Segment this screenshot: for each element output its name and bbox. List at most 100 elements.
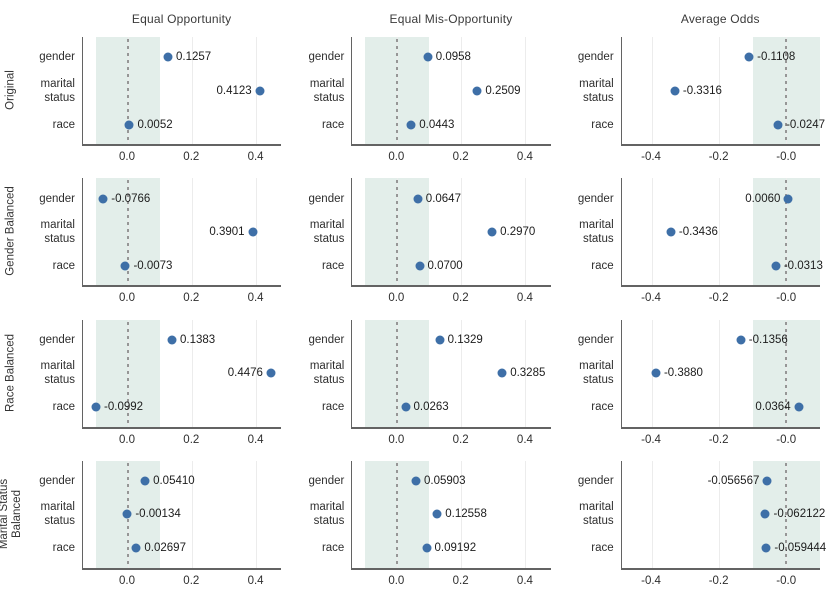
row-title-area: Original [0, 37, 22, 178]
value-label: -0.056567 [707, 475, 760, 488]
x-tick-label: -0.2 [708, 292, 729, 305]
data-point [771, 261, 781, 271]
value-label: 0.1383 [180, 333, 216, 346]
y-tick-label-line: status [313, 374, 345, 386]
facet-row-1: Gender Balanced gender marital status race -0… [0, 178, 830, 319]
x-axis-labels: 0.0 0.2 0.4 [82, 144, 281, 166]
value-label: 0.05410 [153, 475, 195, 488]
data-point [163, 52, 173, 62]
zero-reference-line [126, 321, 129, 425]
x-tick-label: -0.2 [708, 433, 729, 446]
y-tick-label-marital-status: marital status [310, 359, 345, 387]
y-tick-label-race: race [53, 541, 75, 555]
value-label: 0.02697 [144, 542, 186, 555]
value-label: 0.0443 [419, 118, 455, 131]
value-label: 0.3901 [209, 225, 245, 238]
y-tick-label-marital-status: marital status [40, 359, 75, 387]
x-tick-label: 0.2 [183, 151, 200, 163]
y-tick-label-gender: gender [578, 192, 614, 206]
plot-wrap: 0.05903 0.12558 0.09192 0.0 0.2 0.4 [351, 460, 551, 602]
value-label: -0.3436 [678, 225, 718, 238]
gridline [461, 178, 463, 286]
y-tick-label-line: marital [309, 77, 345, 90]
zero-reference-line [126, 180, 129, 284]
y-tick-label-line: race [52, 118, 75, 131]
row-title: Race Balanced [5, 334, 18, 412]
value-label: 0.0263 [413, 401, 449, 414]
y-tick-label-line: marital [579, 501, 614, 514]
value-label: -0.3880 [663, 367, 703, 379]
subplot-1-2: gender marital status race 0.0060 -0.3436 -0.0… [561, 178, 830, 319]
zero-reference-line [785, 39, 788, 142]
y-tick-label-line: race [591, 259, 614, 272]
y-tick-label-line: race [321, 542, 345, 555]
y-tick-label-marital-status: marital status [579, 500, 614, 528]
data-point [762, 476, 772, 486]
data-point [411, 476, 421, 486]
y-tick-label-race: race [322, 259, 344, 273]
plot-wrap: 0.0647 0.2970 0.0700 0.0 0.2 0.4 [351, 178, 551, 319]
data-point [666, 227, 676, 237]
row-title-line: Race Balanced [4, 333, 17, 412]
facet-row-0: Original gender marital status race 0.1257 0.4… [0, 37, 830, 178]
value-label: 0.2970 [500, 225, 536, 238]
y-tick-label-line: status [313, 232, 345, 245]
gridline [191, 178, 193, 286]
data-point [266, 368, 276, 378]
y-axis-labels: gender marital status race [22, 461, 82, 602]
y-tick-label-race: race [53, 118, 75, 132]
y-axis-labels: gender marital status race [291, 461, 351, 602]
data-point [760, 509, 770, 519]
value-label: 0.1257 [175, 51, 212, 64]
y-tick-label-line: marital [40, 501, 75, 514]
gridline [191, 37, 193, 144]
x-tick-label: -0.2 [708, 574, 729, 587]
col-title-equal-mis-opportunity: Equal Mis-Opportunity [389, 11, 513, 26]
value-label: 0.3285 [510, 367, 546, 379]
y-tick-label-marital-status: marital status [40, 77, 75, 105]
y-tick-label-line: race [591, 118, 614, 131]
zero-reference-line [785, 321, 788, 425]
gridline [461, 37, 463, 144]
value-label: -0.062122 [773, 508, 826, 521]
subplot-1-0: gender marital status race -0.0766 0.3901 -0.0… [22, 178, 291, 319]
y-tick-label-race: race [53, 400, 75, 414]
y-tick-label-line: marital [40, 360, 75, 372]
subplot-3-1: gender marital status race 0.05903 0.12558 0.0… [291, 460, 560, 602]
row-title-line: Marital Status [0, 478, 10, 549]
plot-area: -0.1356 -0.3880 0.0364 [620, 319, 820, 429]
subplot-2-1: gender marital status race 0.1329 0.3285 0.026… [291, 319, 560, 461]
plot-area: 0.1383 0.4476 -0.0992 [82, 319, 282, 429]
y-tick-label-marital-status: marital status [40, 500, 75, 528]
data-point [736, 335, 746, 345]
x-tick-label: 0.4 [516, 574, 533, 587]
x-tick-label: 0.0 [119, 574, 135, 587]
y-tick-label-marital-status: marital status [579, 77, 614, 105]
y-tick-label-line: race [321, 401, 345, 414]
gridline [255, 319, 257, 427]
data-point [670, 86, 680, 95]
data-point [794, 402, 804, 412]
y-tick-label-line: marital [40, 218, 75, 231]
zero-reference-line [396, 39, 399, 142]
data-point [487, 227, 497, 237]
value-label: 0.12558 [445, 508, 487, 521]
y-tick-label-line: status [313, 515, 345, 528]
data-point [140, 476, 150, 486]
x-tick-label: 0.2 [183, 292, 200, 305]
value-label: 0.1329 [447, 333, 483, 346]
x-axis-labels: -0.4 -0.2 -0.0 [621, 427, 820, 449]
y-tick-label-line: marital [40, 77, 75, 90]
plot-wrap: -0.0766 0.3901 -0.0073 0.0 0.2 0.4 [82, 178, 282, 319]
y-tick-label-race: race [591, 118, 613, 132]
y-tick-label-line: gender [39, 475, 75, 488]
y-axis-labels: gender marital status race [561, 461, 621, 602]
data-point [651, 368, 661, 378]
row-title-line: Gender Balanced [4, 186, 17, 277]
y-tick-label-line: gender [39, 333, 75, 346]
value-label: 0.0958 [435, 51, 471, 64]
x-tick-label: 0.4 [247, 574, 264, 587]
col-title-equal-opportunity: Equal Opportunity [131, 11, 232, 26]
x-axis-labels: 0.0 0.2 0.4 [351, 427, 550, 449]
y-tick-label-line: race [52, 401, 75, 414]
